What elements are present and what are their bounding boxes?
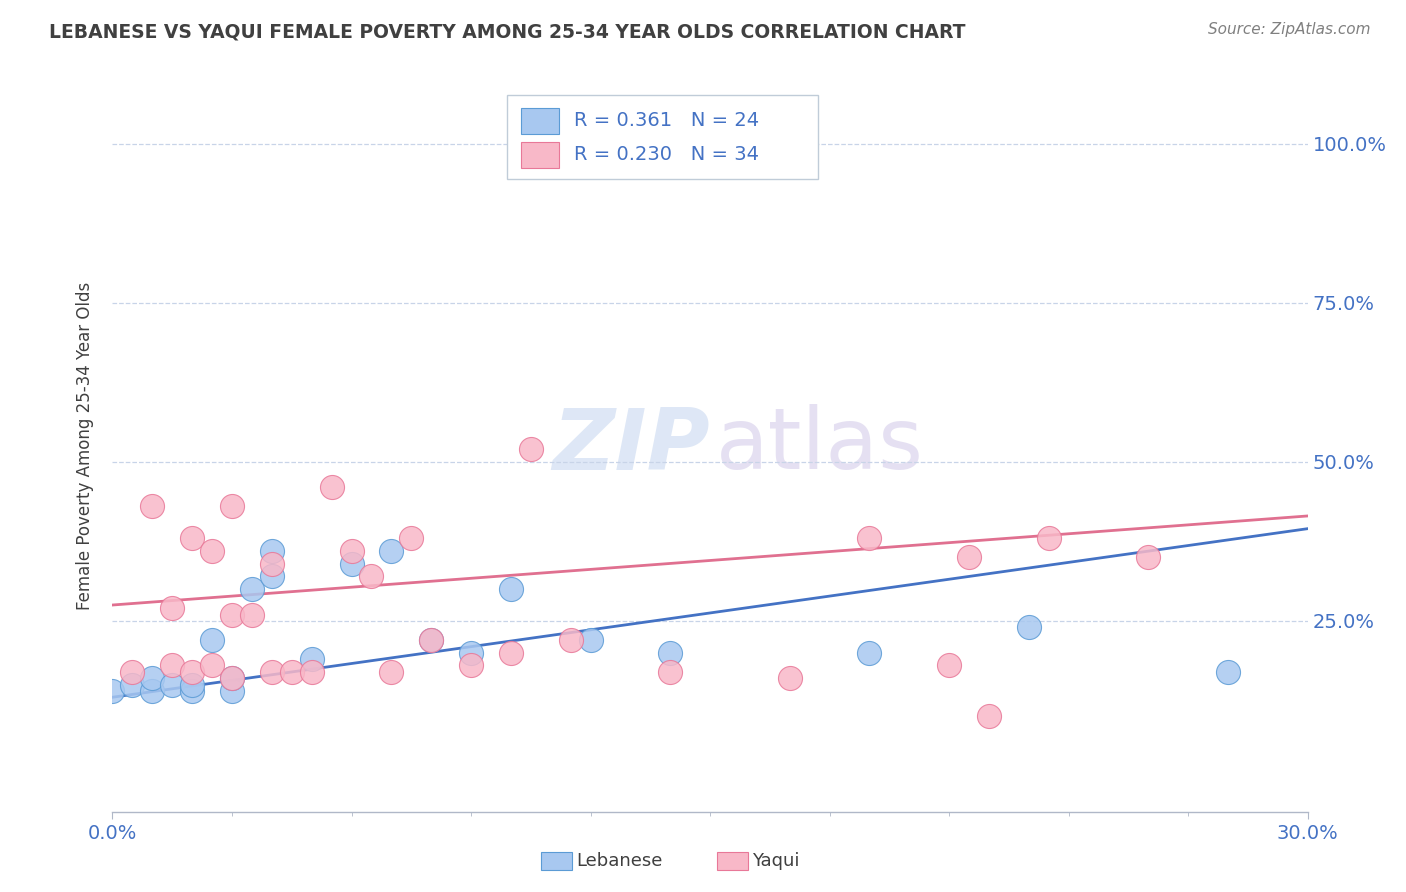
- Point: [460, 646, 482, 660]
- Point: [420, 632, 443, 647]
- Point: [520, 442, 543, 457]
- Point: [340, 544, 363, 558]
- Text: R = 0.230   N = 34: R = 0.230 N = 34: [574, 145, 759, 164]
- Point: [201, 544, 224, 558]
- Point: [240, 607, 263, 622]
- Point: [221, 671, 243, 685]
- Point: [579, 632, 602, 647]
- Point: [260, 569, 283, 583]
- Point: [560, 632, 582, 647]
- Point: [499, 646, 522, 660]
- Point: [240, 582, 263, 596]
- Bar: [522, 108, 560, 134]
- Point: [260, 557, 283, 571]
- Point: [499, 582, 522, 596]
- Point: [460, 658, 482, 673]
- Point: [162, 677, 183, 691]
- Point: [221, 607, 243, 622]
- Point: [1038, 531, 1060, 545]
- Point: [420, 632, 443, 647]
- Point: [858, 531, 880, 545]
- FancyBboxPatch shape: [508, 95, 818, 179]
- Point: [1018, 620, 1040, 634]
- Text: ZIP: ZIP: [553, 404, 710, 488]
- Point: [201, 658, 224, 673]
- Text: LEBANESE VS YAQUI FEMALE POVERTY AMONG 25-34 YEAR OLDS CORRELATION CHART: LEBANESE VS YAQUI FEMALE POVERTY AMONG 2…: [49, 22, 966, 41]
- Point: [659, 646, 682, 660]
- Point: [281, 665, 304, 679]
- Point: [201, 632, 224, 647]
- Point: [121, 665, 143, 679]
- Point: [957, 550, 980, 565]
- Point: [181, 665, 204, 679]
- Point: [221, 500, 243, 514]
- Point: [401, 531, 423, 545]
- Point: [321, 480, 343, 494]
- Point: [141, 684, 163, 698]
- Point: [221, 671, 243, 685]
- Point: [1137, 550, 1160, 565]
- Point: [181, 677, 204, 691]
- Point: [181, 684, 204, 698]
- Point: [659, 665, 682, 679]
- Point: [301, 665, 323, 679]
- Point: [141, 671, 163, 685]
- Point: [260, 544, 283, 558]
- Text: R = 0.361   N = 24: R = 0.361 N = 24: [574, 111, 759, 130]
- Point: [162, 658, 183, 673]
- Text: Yaqui: Yaqui: [752, 852, 800, 870]
- Point: [977, 709, 1000, 723]
- Point: [301, 652, 323, 666]
- Point: [779, 671, 801, 685]
- Bar: [522, 143, 560, 168]
- Text: Source: ZipAtlas.com: Source: ZipAtlas.com: [1208, 22, 1371, 37]
- Point: [121, 677, 143, 691]
- Point: [560, 136, 582, 151]
- Point: [938, 658, 960, 673]
- Point: [181, 531, 204, 545]
- Y-axis label: Female Poverty Among 25-34 Year Olds: Female Poverty Among 25-34 Year Olds: [76, 282, 94, 610]
- Point: [221, 684, 243, 698]
- Point: [360, 569, 382, 583]
- Point: [162, 601, 183, 615]
- Point: [101, 684, 124, 698]
- Point: [340, 557, 363, 571]
- Text: Lebanese: Lebanese: [576, 852, 662, 870]
- Point: [141, 500, 163, 514]
- Point: [858, 646, 880, 660]
- Point: [1216, 665, 1239, 679]
- Point: [380, 665, 402, 679]
- Point: [380, 544, 402, 558]
- Point: [260, 665, 283, 679]
- Text: atlas: atlas: [716, 404, 924, 488]
